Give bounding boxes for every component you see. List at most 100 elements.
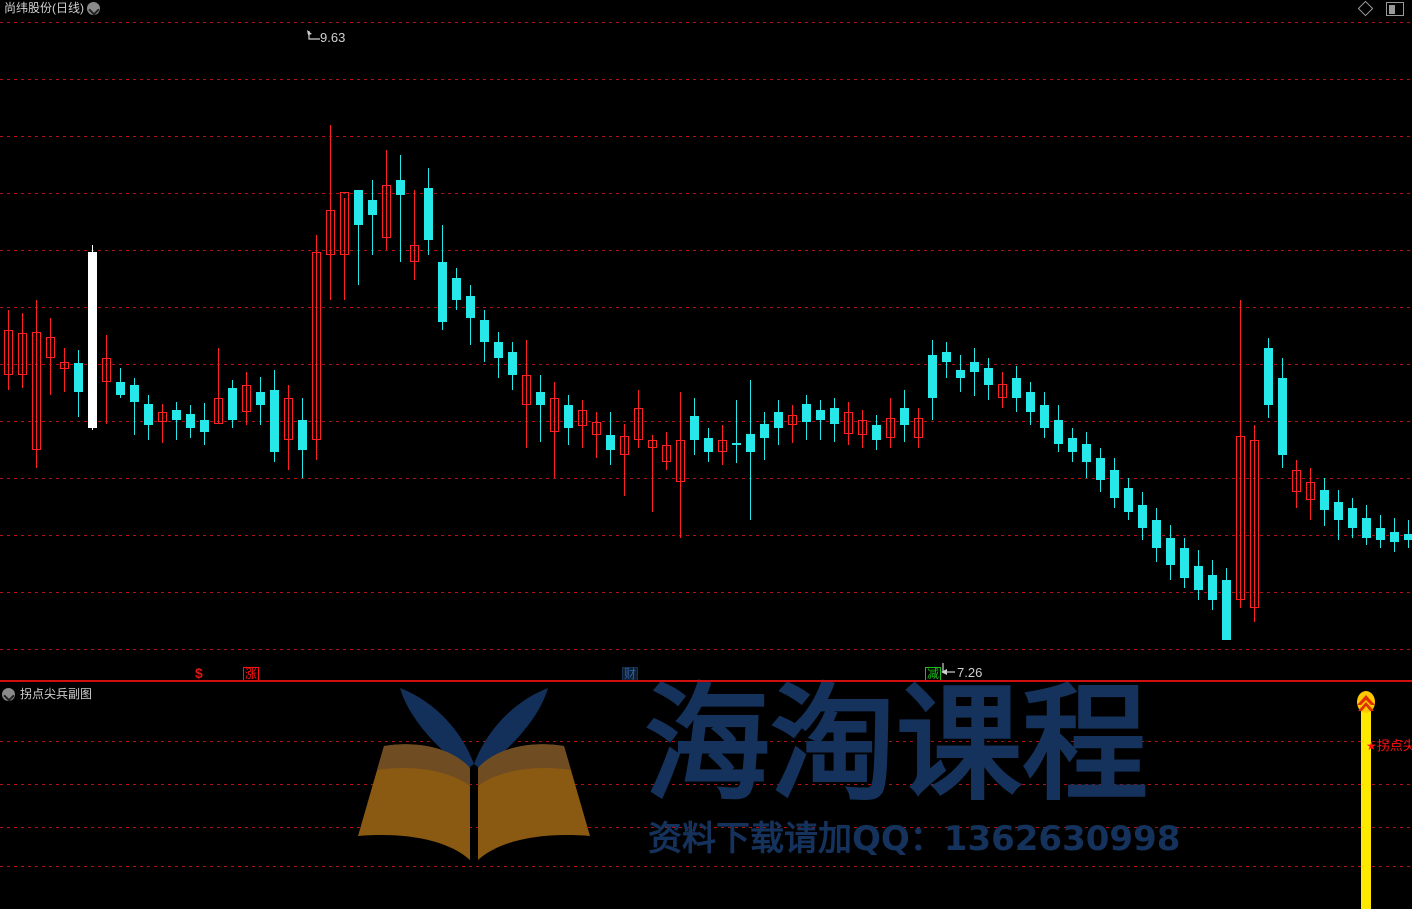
candle-wick <box>918 408 919 448</box>
sub-indicator-chart[interactable]: 拐点尖兵副图 ★拐点尖 <box>0 684 1412 909</box>
chart-header: 尚纬股份(日线) <box>0 0 1412 17</box>
candle-body <box>172 410 181 420</box>
candle-body <box>1166 538 1175 565</box>
candle-body <box>354 190 363 225</box>
gridline <box>0 193 1412 194</box>
candle-body <box>1362 518 1371 538</box>
layout-square-icon[interactable] <box>1386 2 1404 16</box>
candle-wick <box>624 424 625 496</box>
candle-body <box>200 420 209 432</box>
gridline <box>0 535 1412 536</box>
candle-body <box>536 392 545 405</box>
candle-body <box>242 385 251 412</box>
gridline <box>0 364 1412 365</box>
main-candlestick-chart[interactable]: 9.63 7.26 $ 涨 财 减 <box>0 17 1412 680</box>
candle-body <box>620 436 629 455</box>
candle-wick <box>736 400 737 463</box>
candle-body <box>368 200 377 215</box>
chevron-down-icon[interactable] <box>87 2 100 15</box>
chevron-down-icon[interactable] <box>2 688 15 701</box>
candle-wick <box>358 190 359 285</box>
candle-body <box>46 337 55 358</box>
signal-marker-zhang: 涨 <box>243 667 260 680</box>
candle-body <box>88 252 97 428</box>
candle-wick <box>1296 460 1297 508</box>
candle-body <box>732 443 741 445</box>
candle-body <box>1054 420 1063 444</box>
candle-wick <box>316 235 317 460</box>
candle-wick <box>400 155 401 262</box>
low-price-label: 7.26 <box>957 665 983 680</box>
candle-body <box>1082 444 1091 462</box>
candle-wick <box>820 400 821 440</box>
candle-wick <box>8 310 9 390</box>
candle-wick <box>890 398 891 448</box>
signal-label-group: ★拐点尖 <box>1366 738 1412 754</box>
candle-body <box>340 192 349 255</box>
candle-wick <box>540 375 541 442</box>
candle-body <box>144 404 153 425</box>
candle-body <box>1390 532 1399 542</box>
gridline <box>0 478 1412 479</box>
candle-wick <box>1240 300 1241 608</box>
candle-body <box>970 362 979 372</box>
candle-wick <box>288 385 289 470</box>
candle-wick <box>848 402 849 445</box>
candle-wick <box>1310 468 1311 520</box>
candle-body <box>326 210 335 255</box>
candle-body <box>480 320 489 342</box>
candle-body <box>1278 378 1287 455</box>
candle-body <box>256 392 265 405</box>
candle-body <box>704 438 713 452</box>
candle-body <box>130 385 139 402</box>
signal-bar <box>1361 702 1371 909</box>
candle-body <box>914 418 923 438</box>
candle-body <box>508 352 517 375</box>
candle-body <box>1250 440 1259 608</box>
signal-label-text: 拐点尖 <box>1376 738 1412 753</box>
candle-body <box>886 418 895 438</box>
signal-marker-cai: 财 <box>622 667 639 680</box>
gridline <box>0 649 1412 650</box>
candle-body <box>522 375 531 405</box>
candle-body <box>116 382 125 395</box>
candle-body <box>1068 438 1077 452</box>
candle-body <box>1194 566 1203 590</box>
candle-body <box>928 355 937 398</box>
candle-body <box>1348 508 1357 528</box>
candle-body <box>1124 488 1133 512</box>
candle-body <box>648 440 657 448</box>
candle-body <box>1110 470 1119 498</box>
candle-wick <box>36 300 37 468</box>
candle-wick <box>582 400 583 448</box>
candle-wick <box>680 392 681 538</box>
gridline <box>0 250 1412 251</box>
candle-body <box>718 440 727 452</box>
candle-body <box>662 445 671 462</box>
sub-chart-title: 拐点尖兵副图 <box>20 687 93 701</box>
gridline <box>0 79 1412 80</box>
candle-wick <box>176 402 177 440</box>
candle-wick <box>974 348 975 396</box>
candle-body <box>872 425 881 440</box>
candle-body <box>270 390 279 452</box>
candle-wick <box>50 318 51 395</box>
candle-wick <box>246 372 247 425</box>
candle-body <box>18 333 27 375</box>
candle-body <box>1012 378 1021 398</box>
candle-body <box>634 408 643 440</box>
candle-body <box>1376 528 1385 540</box>
gridline <box>0 592 1412 593</box>
candle-body <box>942 352 951 362</box>
candle-body <box>1222 580 1231 640</box>
candle-body <box>592 422 601 435</box>
candle-body <box>312 252 321 440</box>
candle-body <box>1306 482 1315 500</box>
candle-wick <box>862 410 863 448</box>
candle-wick <box>526 340 527 448</box>
candle-body <box>494 342 503 358</box>
diamond-icon[interactable] <box>1357 0 1374 17</box>
candle-body <box>676 440 685 482</box>
candle-body <box>816 410 825 420</box>
